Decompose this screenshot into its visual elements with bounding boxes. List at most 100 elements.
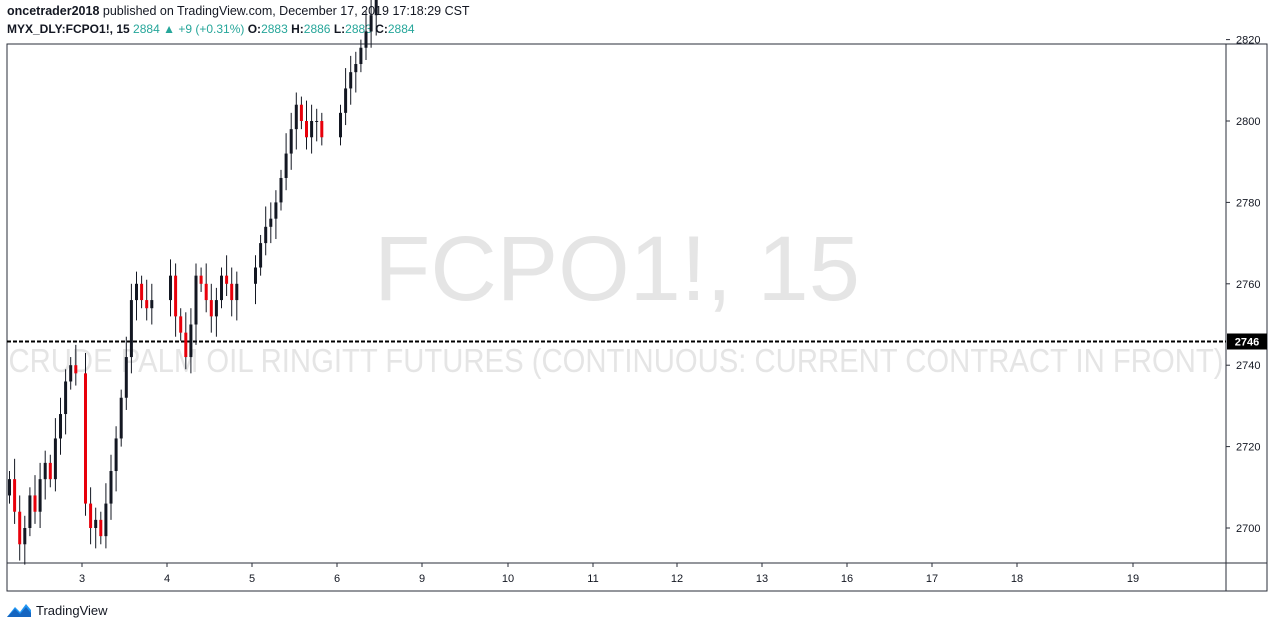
candle-body — [269, 218, 273, 227]
candlestick-series — [8, 0, 378, 565]
tradingview-brand[interactable]: TradingView — [6, 600, 108, 620]
candle-body — [214, 300, 218, 317]
candle-body — [354, 64, 358, 73]
candle-body — [289, 129, 293, 154]
close-label: C: — [375, 22, 388, 36]
price-tick-label: 2820 — [1236, 35, 1260, 47]
horizontal-levels: 29202912286127462884 — [7, 333, 1267, 350]
candle-body — [124, 357, 128, 398]
candle-body — [53, 438, 57, 480]
candle-body — [369, 15, 373, 32]
candle-body — [294, 104, 298, 130]
candle-body — [299, 104, 303, 121]
candle-body — [315, 121, 319, 122]
time-tick-label: 11 — [587, 573, 598, 585]
candle-body — [23, 528, 27, 545]
time-tick-label: 19 — [1127, 573, 1139, 585]
candle-body — [135, 283, 138, 301]
open-label: O: — [247, 22, 262, 36]
tradingview-logo-icon — [7, 604, 31, 617]
price-tick-label: 2800 — [1236, 116, 1260, 128]
published-text: published on TradingView.com, December 1… — [102, 4, 470, 18]
candle-body — [274, 202, 278, 219]
time-tick-label: 17 — [926, 573, 938, 585]
price-axis[interactable]: 2700272027402760278028002820284028602880… — [1226, 0, 1260, 535]
symbol-legend: MYX_DLY:FCPO1!, 15 2884 ▲ +9 (+0.31%) O:… — [7, 22, 415, 36]
watermark-description: CRUDE PALM OIL RINGITT FUTURES (CONTINUO… — [9, 342, 1224, 379]
candle-body — [114, 438, 118, 472]
candle-body — [13, 479, 17, 512]
time-tick-label: 12 — [671, 573, 683, 585]
horizontal-level-label: 2746 — [1235, 337, 1259, 349]
time-axis[interactable]: 3 4 5 6 9 10 11 12 13 16 17 18 19 — [79, 563, 1139, 585]
candle-body — [38, 479, 42, 512]
candle-body — [259, 243, 263, 268]
time-tick-label: 18 — [1011, 573, 1023, 585]
candle-body — [43, 462, 47, 480]
time-tick-label: 16 — [841, 573, 853, 585]
candle-body — [8, 479, 11, 496]
candle-body — [179, 316, 183, 333]
candle-body — [279, 177, 283, 203]
candle-body — [349, 72, 353, 89]
candle-body — [74, 365, 78, 374]
up-triangle-icon: ▲ — [163, 22, 175, 36]
candle-body — [104, 503, 108, 537]
change-value: +9 (+0.31%) — [178, 22, 245, 36]
time-tick-label: 3 — [79, 573, 85, 585]
time-tick-label: 9 — [419, 573, 425, 585]
candle-body — [94, 519, 98, 528]
candle-body — [129, 300, 133, 358]
time-tick-label: 5 — [249, 573, 255, 585]
candle-body — [33, 495, 37, 512]
time-tick-label: 4 — [164, 573, 170, 585]
candle-body — [225, 275, 229, 284]
candle-body — [374, 0, 378, 16]
high-label: H: — [291, 22, 304, 36]
price-tick-label: 2720 — [1236, 442, 1260, 454]
candle-body — [344, 88, 348, 113]
candle-body — [174, 275, 178, 317]
candle-body — [99, 519, 103, 537]
candle-body — [320, 121, 324, 138]
candle-body — [84, 373, 87, 504]
candle-body — [235, 283, 239, 301]
candle-body — [89, 503, 93, 528]
candle-body — [220, 275, 223, 301]
candle-body — [359, 47, 363, 65]
author-name[interactable]: oncetrader2018 — [7, 4, 100, 18]
symbol-name[interactable]: MYX_DLY:FCPO1!, 15 — [7, 22, 130, 36]
high-value: 2886 — [303, 22, 331, 36]
candle-body — [59, 414, 62, 439]
candle-body — [254, 267, 257, 284]
candle-body — [310, 121, 314, 138]
candle-body — [230, 283, 234, 301]
candle-body — [284, 153, 288, 178]
candle-body — [150, 300, 154, 309]
candle-body — [28, 495, 32, 528]
candle-body — [119, 397, 123, 439]
price-tick-label: 2700 — [1236, 523, 1260, 535]
candle-body — [194, 275, 198, 325]
candle-body — [18, 511, 22, 545]
price-tick-label: 2780 — [1236, 197, 1260, 209]
candle-body — [64, 381, 68, 415]
chart-frame — [6, 43, 1268, 592]
time-tick-label: 10 — [502, 573, 514, 585]
time-tick-label: 13 — [756, 573, 768, 585]
candle-body — [264, 226, 268, 244]
time-tick-label: 6 — [334, 573, 340, 585]
candle-body — [48, 462, 52, 480]
candle-body — [305, 121, 308, 138]
candle-body — [204, 283, 208, 301]
candle-body — [109, 471, 113, 504]
candle-body — [189, 324, 193, 358]
candle-body — [364, 31, 368, 48]
candle-body — [169, 275, 172, 301]
watermark-symbol: FCPO1!, 15 — [374, 218, 860, 320]
candle-body — [339, 112, 342, 138]
open-value: 2883 — [261, 22, 288, 36]
candle-body — [69, 365, 73, 382]
candle-body — [199, 275, 203, 284]
